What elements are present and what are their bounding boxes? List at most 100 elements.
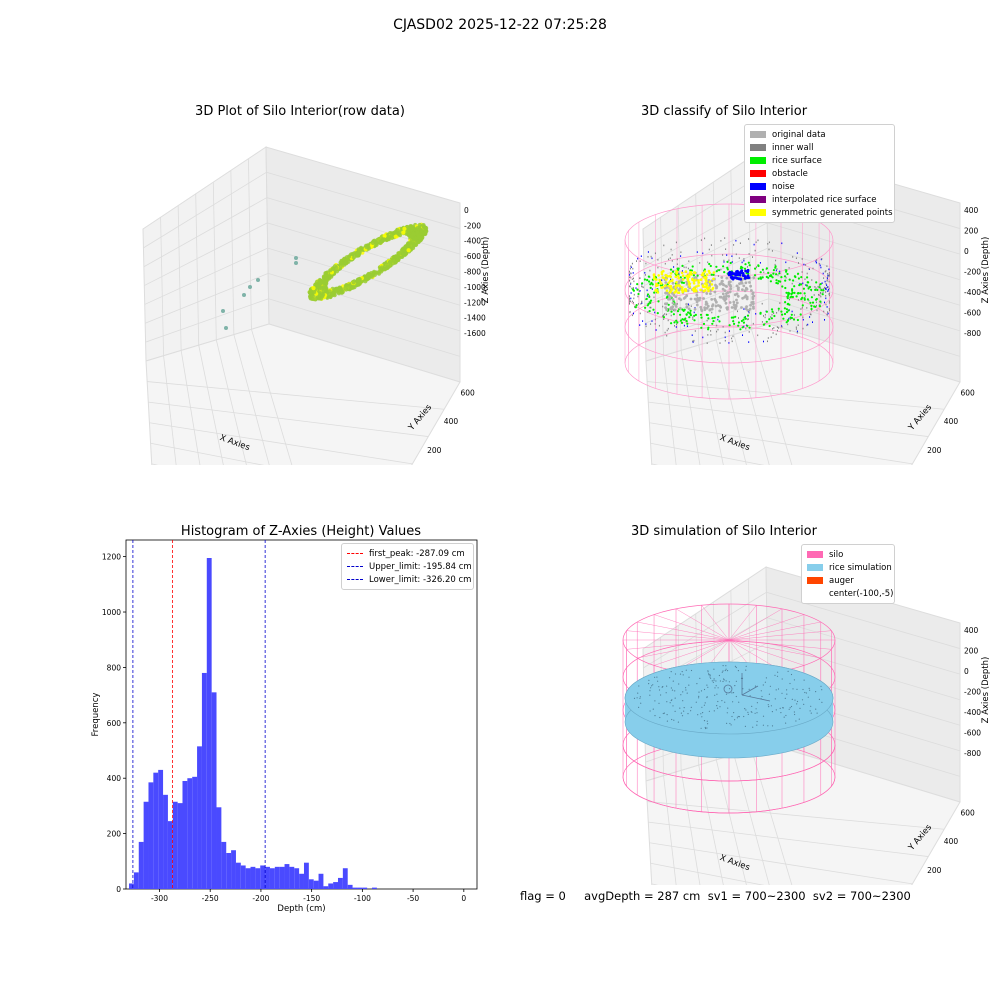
symmetric-point bbox=[660, 272, 664, 276]
rice-surface-point bbox=[648, 280, 651, 283]
wall-point bbox=[641, 301, 643, 304]
wall-point bbox=[828, 300, 830, 303]
histogram-bar bbox=[294, 868, 300, 889]
wall-point bbox=[771, 250, 773, 252]
symmetric-point bbox=[707, 269, 711, 273]
wall-point bbox=[720, 268, 722, 271]
original-point bbox=[710, 298, 714, 301]
mesh-dot bbox=[735, 666, 737, 669]
rice-surface-point bbox=[783, 275, 787, 278]
mesh-dot bbox=[722, 665, 724, 667]
data-point bbox=[317, 290, 322, 295]
grid-line bbox=[233, 334, 270, 465]
z-tick-label: 0 bbox=[964, 247, 969, 256]
mesh-dot bbox=[788, 708, 790, 710]
data-point bbox=[347, 254, 352, 259]
rice-surface-point bbox=[669, 268, 673, 271]
rice-surface-point bbox=[814, 288, 817, 291]
histogram-bar bbox=[129, 883, 134, 889]
rice-surface-point bbox=[729, 261, 732, 265]
mesh-dot bbox=[767, 704, 769, 706]
rice-surface-point bbox=[805, 284, 808, 287]
symmetric-point bbox=[675, 272, 678, 275]
noise-point bbox=[739, 277, 743, 281]
mesh-dot bbox=[821, 689, 823, 691]
wall-point bbox=[824, 280, 826, 283]
wall-point bbox=[827, 312, 829, 315]
wall-point bbox=[796, 330, 798, 333]
z-tick-label: -200 bbox=[964, 268, 981, 277]
mesh-dot bbox=[703, 688, 706, 691]
original-point bbox=[742, 284, 746, 288]
original-point bbox=[725, 292, 728, 295]
mesh-dot bbox=[666, 714, 668, 716]
original-point bbox=[679, 307, 682, 310]
symmetric-point bbox=[668, 291, 671, 294]
rice-surface-point bbox=[651, 283, 654, 286]
rice-surface-point bbox=[744, 317, 747, 320]
wall-point bbox=[778, 327, 780, 329]
original-point bbox=[664, 281, 668, 284]
histogram-bar bbox=[133, 872, 139, 889]
wall-point bbox=[797, 299, 799, 301]
original-point bbox=[671, 301, 675, 305]
rice-surface-point bbox=[793, 285, 796, 288]
wall-point bbox=[829, 309, 830, 312]
original-point bbox=[667, 293, 671, 297]
data-point bbox=[330, 292, 335, 298]
mesh-dot bbox=[736, 717, 738, 719]
original-point bbox=[687, 307, 691, 311]
wall-point bbox=[815, 301, 817, 304]
wall-point bbox=[819, 304, 821, 306]
z-tick-label: -1200 bbox=[464, 298, 486, 307]
rice-surface-point bbox=[722, 265, 725, 268]
wall-point bbox=[824, 319, 825, 321]
wall-point bbox=[828, 272, 830, 274]
mesh-dot bbox=[687, 713, 689, 715]
wall-point bbox=[748, 312, 750, 314]
y-tick-label: 400 bbox=[107, 774, 122, 783]
wall-point bbox=[802, 282, 804, 285]
original-point bbox=[677, 288, 681, 292]
symmetric-point bbox=[676, 274, 680, 278]
data-point bbox=[351, 280, 356, 285]
wall-point bbox=[691, 334, 693, 336]
wall-point bbox=[629, 280, 631, 282]
wall-point bbox=[747, 318, 749, 321]
mesh-dot bbox=[726, 670, 729, 672]
wall-point bbox=[763, 271, 765, 274]
mesh-dot bbox=[732, 692, 735, 694]
wall-point bbox=[772, 328, 774, 330]
legend-item: center(-100,-5) bbox=[807, 587, 893, 600]
rice-surface-point bbox=[673, 321, 676, 324]
original-point bbox=[685, 282, 689, 286]
grid-line bbox=[248, 158, 252, 330]
data-point bbox=[359, 245, 364, 250]
wall-point bbox=[692, 318, 694, 320]
rice-surface-point bbox=[765, 267, 768, 270]
symmetric-point bbox=[657, 274, 660, 277]
rice-surface-point bbox=[649, 301, 652, 304]
mesh-dot bbox=[775, 709, 777, 711]
rice-surface-point bbox=[774, 265, 777, 268]
z-tick-label: 200 bbox=[964, 646, 979, 655]
wall-point bbox=[631, 287, 633, 290]
wall-point bbox=[633, 301, 634, 304]
histogram-bar bbox=[177, 803, 183, 889]
wall-point bbox=[669, 257, 671, 259]
rice-surface-point bbox=[797, 292, 800, 295]
rice-surface-point bbox=[700, 326, 703, 329]
wall-point bbox=[680, 255, 682, 257]
data-point bbox=[370, 240, 375, 245]
mesh-dot bbox=[688, 684, 690, 686]
mesh-dot bbox=[796, 700, 799, 703]
wall-point bbox=[725, 248, 727, 250]
rice-surface-point bbox=[785, 270, 788, 273]
rice-surface-point bbox=[815, 281, 818, 284]
grid-line bbox=[766, 591, 961, 649]
wall-point bbox=[707, 334, 709, 336]
mesh-dot bbox=[792, 688, 794, 690]
silo-spoke bbox=[728, 639, 832, 650]
panel3-title: Histogram of Z-Axies (Height) Values bbox=[180, 524, 422, 539]
original-point bbox=[730, 306, 734, 309]
